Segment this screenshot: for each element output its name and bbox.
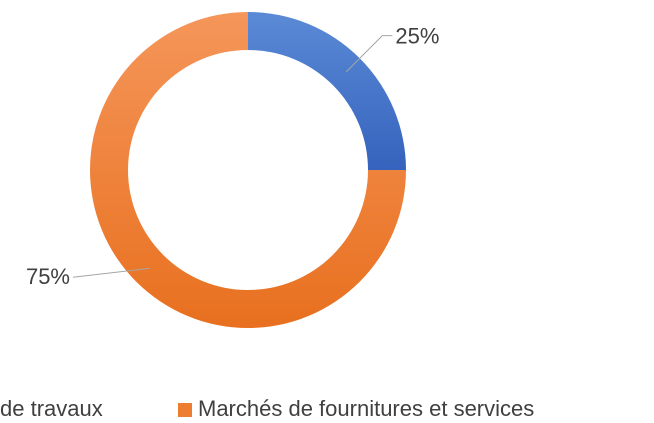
leader-line — [72, 267, 150, 278]
legend-swatch — [178, 403, 192, 417]
data-label: 75% — [26, 264, 70, 289]
legend-label: de travaux — [0, 396, 103, 421]
donut-segment — [248, 12, 406, 170]
data-label: 25% — [395, 23, 439, 48]
legend-label: Marchés de fournitures et services — [198, 396, 534, 421]
leader-line — [345, 35, 393, 73]
